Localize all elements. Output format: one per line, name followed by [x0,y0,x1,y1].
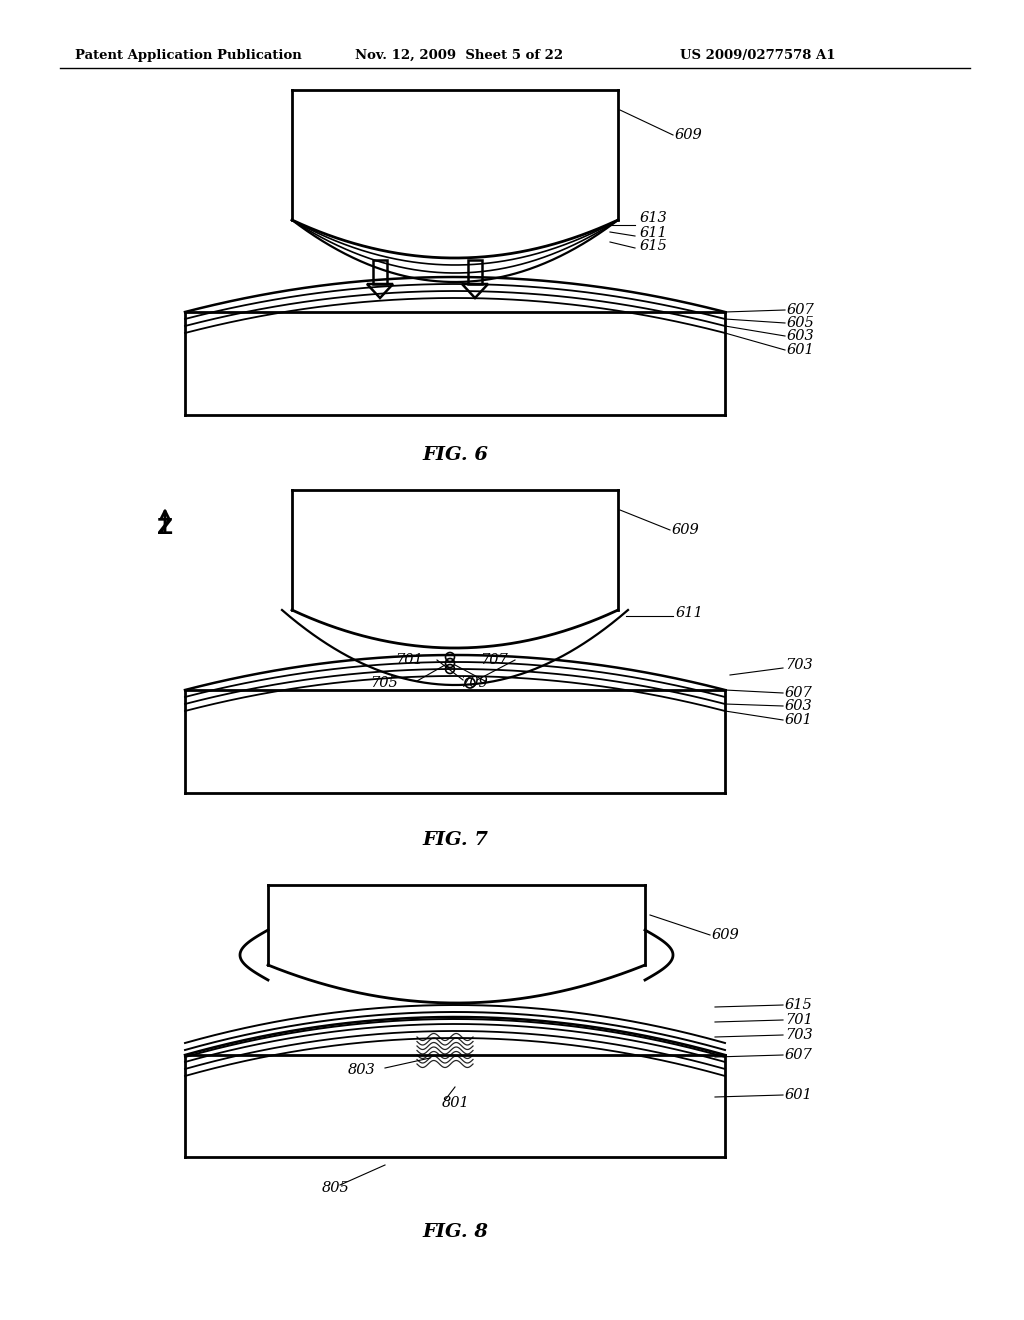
Text: 607: 607 [785,686,813,700]
Text: FIG. 7: FIG. 7 [422,832,488,849]
Text: 705: 705 [370,676,397,690]
Text: 611: 611 [640,226,668,240]
Text: 707: 707 [480,653,508,667]
Text: 601: 601 [785,1088,813,1102]
Text: 703: 703 [785,657,813,672]
Text: 605: 605 [787,315,815,330]
Text: 609: 609 [672,523,699,537]
Text: 603: 603 [787,329,815,343]
Text: FIG. 8: FIG. 8 [422,1224,488,1241]
Text: 607: 607 [785,1048,813,1063]
Text: 701: 701 [395,653,423,667]
Text: 609: 609 [675,128,702,143]
Text: Patent Application Publication: Patent Application Publication [75,49,302,62]
Text: US 2009/0277578 A1: US 2009/0277578 A1 [680,49,836,62]
Text: 803: 803 [348,1063,376,1077]
Text: 709: 709 [460,676,487,690]
Text: 703: 703 [785,1028,813,1041]
Text: 601: 601 [785,713,813,727]
Text: 801: 801 [442,1096,470,1110]
Text: 615: 615 [785,998,813,1012]
Text: 603: 603 [785,700,813,713]
Text: 607: 607 [787,304,815,317]
Text: 609: 609 [712,928,739,942]
Text: Nov. 12, 2009  Sheet 5 of 22: Nov. 12, 2009 Sheet 5 of 22 [355,49,563,62]
Text: 601: 601 [787,343,815,356]
Text: 701: 701 [785,1012,813,1027]
Text: 615: 615 [640,239,668,253]
Text: FIG. 6: FIG. 6 [422,446,488,465]
Text: 805: 805 [322,1181,350,1195]
Text: Z: Z [157,517,173,539]
Text: 613: 613 [640,211,668,224]
Text: 611: 611 [676,606,703,620]
